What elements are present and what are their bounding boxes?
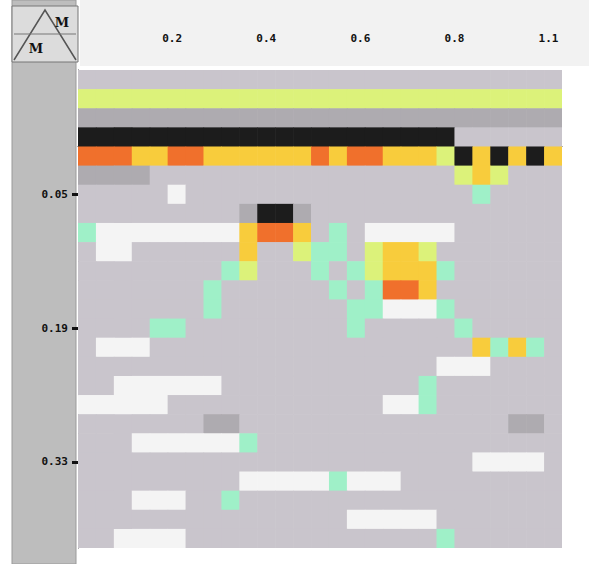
svg-text:0.33: 0.33 [42, 455, 69, 468]
svg-text:0.6: 0.6 [350, 32, 370, 45]
svg-text:0.2: 0.2 [162, 32, 182, 45]
svg-text:0.05: 0.05 [42, 188, 69, 201]
svg-text:M: M [29, 41, 43, 56]
svg-text:1.1: 1.1 [539, 32, 559, 45]
svg-text:0.8: 0.8 [445, 32, 465, 45]
svg-text:0.19: 0.19 [42, 322, 69, 335]
svg-text:M: M [55, 15, 69, 30]
svg-text:0.4: 0.4 [256, 32, 276, 45]
